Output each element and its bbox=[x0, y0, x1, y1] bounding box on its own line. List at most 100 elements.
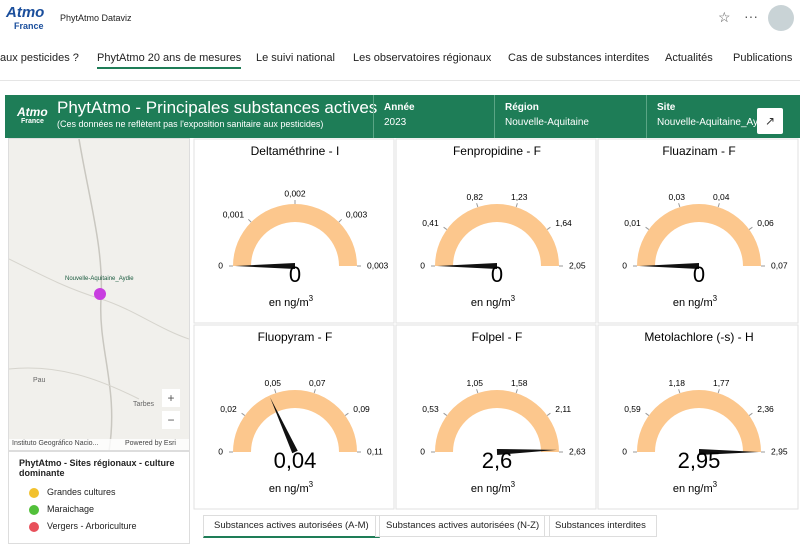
gauge-tick bbox=[546, 412, 551, 416]
zoom-in[interactable]: + bbox=[162, 389, 180, 407]
map[interactable]: Nouvelle-Aquitaine_Aydie Pau Tarbes + − … bbox=[8, 138, 190, 452]
gauge-tick-label: 1,58 bbox=[511, 378, 528, 388]
gauge-tick-label: 0,002 bbox=[284, 188, 306, 198]
gauge-tick-label: 1,18 bbox=[668, 378, 685, 388]
gauge-unit-text: en ng/m bbox=[471, 297, 511, 309]
gauge-tick-label: 1,77 bbox=[713, 378, 730, 388]
gauge-tick-label: 0 bbox=[622, 446, 627, 456]
gauge-unit-exp: 3 bbox=[713, 480, 718, 489]
gauge-unit-exp: 3 bbox=[309, 480, 314, 489]
gauge-tick-label: 0,11 bbox=[367, 446, 383, 456]
avatar[interactable] bbox=[768, 5, 794, 31]
gauge-tick-label: 0 bbox=[420, 446, 425, 456]
legend-swatch bbox=[29, 487, 39, 498]
gauge-tick-label: 0,01 bbox=[624, 218, 641, 228]
gauge-tick bbox=[717, 203, 720, 208]
gauge-tick-label: 0,001 bbox=[223, 209, 245, 219]
gauge-value: 0 bbox=[491, 262, 503, 287]
legend-item: Grandes cultures bbox=[29, 487, 116, 498]
gauge-needle bbox=[437, 263, 497, 269]
gauge-tick bbox=[274, 389, 277, 394]
filter-field[interactable]: Région Nouvelle-Aquitaine bbox=[494, 95, 645, 138]
gauge-tick bbox=[748, 226, 753, 230]
gauge-band bbox=[233, 390, 357, 452]
nav-item[interactable]: aux pesticides ? bbox=[0, 52, 79, 64]
gauge-unit-exp: 3 bbox=[713, 294, 718, 303]
legend: PhytAtmo - Sites régionaux - culture dom… bbox=[8, 450, 190, 544]
gauge-tick-label: 1,64 bbox=[555, 218, 572, 228]
gauge-unit: en ng/m3 bbox=[471, 294, 516, 309]
gauge-tick-label: 0,09 bbox=[353, 404, 370, 414]
gauge-tick-label: 0,05 bbox=[264, 378, 281, 388]
field-label: Année bbox=[384, 102, 415, 113]
gauge-tick-label: 2,05 bbox=[569, 260, 586, 270]
nav-item[interactable]: Cas de substances interdites bbox=[508, 52, 650, 64]
favorite-icon[interactable]: ☆ bbox=[718, 9, 731, 25]
gauge-unit: en ng/m3 bbox=[471, 480, 516, 495]
gauge-needle bbox=[270, 397, 298, 454]
tab[interactable]: Substances actives autorisées (A-M) bbox=[203, 515, 380, 538]
open-external[interactable]: ↗ bbox=[757, 108, 783, 134]
gauge-tick-label: 2,63 bbox=[569, 446, 586, 456]
gauge-tick-label: 0,07 bbox=[309, 378, 326, 388]
gauge-cell bbox=[193, 138, 395, 324]
legend-label: Maraichage bbox=[47, 504, 95, 514]
gauge-band bbox=[637, 204, 761, 266]
gauge-tick bbox=[515, 389, 518, 394]
gauge-tick bbox=[313, 389, 316, 394]
field-value: Nouvelle-Aquitaine_Aydie bbox=[657, 117, 772, 128]
gauge-tick-label: 0,07 bbox=[771, 260, 788, 270]
gauge-tick-label: 0 bbox=[218, 446, 223, 456]
site-label: Nouvelle-Aquitaine_Aydie bbox=[65, 276, 134, 282]
attribution-bar: Instituto Geográfico Nacio... Powered by… bbox=[9, 439, 189, 451]
gauge-title: Folpel - F bbox=[472, 330, 523, 344]
gauge-tick bbox=[241, 412, 246, 416]
gauge-unit: en ng/m3 bbox=[673, 480, 718, 495]
legend-label: Grandes cultures bbox=[47, 487, 116, 497]
gauge-tick-label: 0,003 bbox=[367, 260, 389, 270]
gauge-cell bbox=[597, 138, 799, 324]
nav-item[interactable]: Le suivi national bbox=[256, 52, 335, 64]
gauge-value: 0 bbox=[289, 262, 301, 287]
gauge-tick-label: 0,03 bbox=[668, 192, 685, 202]
gauge-value: 2,6 bbox=[482, 448, 513, 473]
tab[interactable]: Substances interdites bbox=[544, 515, 657, 537]
gauge-tick-label: 2,95 bbox=[771, 446, 788, 456]
legend-item: Vergers - Arboriculture bbox=[29, 521, 137, 532]
gauge-unit: en ng/m3 bbox=[269, 294, 314, 309]
legend-item: Maraichage bbox=[29, 504, 94, 515]
gauge-unit-text: en ng/m bbox=[269, 297, 309, 309]
nav-item[interactable]: Actualités bbox=[665, 52, 713, 64]
gauge-unit-exp: 3 bbox=[511, 294, 516, 303]
legend-label: Vergers - Arboriculture bbox=[47, 521, 137, 531]
gauge-title: Metolachlore (-s) - H bbox=[644, 330, 753, 344]
gauge-cell bbox=[597, 324, 799, 510]
filter-field[interactable]: Site Nouvelle-Aquitaine_Aydie bbox=[646, 95, 800, 138]
nav-bar: aux pesticides ? PhytAtmo 20 ans de mesu… bbox=[0, 38, 800, 81]
gauge-title: Deltaméthrine - I bbox=[251, 144, 340, 158]
top-bar: Atmo France PhytAtmo Dataviz ☆ ··· bbox=[0, 0, 800, 38]
nav-item[interactable]: Publications bbox=[733, 52, 793, 64]
gauge-tick-label: 1,23 bbox=[511, 192, 528, 202]
app-name: PhytAtmo Dataviz bbox=[60, 13, 132, 23]
nav-item[interactable]: Les observatoires régionaux bbox=[353, 52, 492, 64]
logo[interactable]: Atmo bbox=[6, 4, 45, 21]
filter-field[interactable]: Année 2023 bbox=[373, 95, 494, 138]
nav-item[interactable]: PhytAtmo 20 ans de mesures bbox=[97, 52, 242, 69]
zoom-out[interactable]: − bbox=[162, 411, 180, 429]
tab[interactable]: Substances actives autorisées (N-Z) bbox=[375, 515, 551, 537]
gauge-tick bbox=[515, 203, 518, 208]
legend-swatch bbox=[29, 521, 39, 532]
gauge-unit: en ng/m3 bbox=[673, 294, 718, 309]
site-marker[interactable] bbox=[94, 288, 106, 300]
gauge-title: Fluopyram - F bbox=[258, 330, 333, 344]
tab-bar: Substances actives autorisées (A-M) Subs… bbox=[193, 512, 800, 538]
powered-by: Powered by Esri bbox=[125, 440, 176, 447]
field-value: Nouvelle-Aquitaine bbox=[505, 117, 589, 128]
gauge-tick-label: 0,41 bbox=[422, 218, 439, 228]
more-icon[interactable]: ··· bbox=[744, 8, 758, 24]
gauge-value: 0 bbox=[693, 262, 705, 287]
gauge-unit-text: en ng/m bbox=[269, 483, 309, 495]
gauge-unit-exp: 3 bbox=[511, 480, 516, 489]
gauge-band bbox=[637, 390, 761, 452]
